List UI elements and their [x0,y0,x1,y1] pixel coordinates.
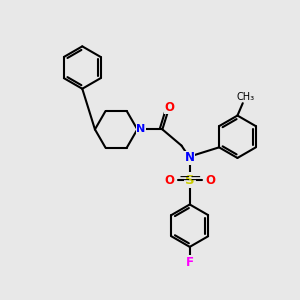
Text: O: O [164,173,174,187]
Text: N: N [136,124,146,134]
Text: =: = [190,173,201,187]
Text: CH₃: CH₃ [237,92,255,102]
Text: O: O [164,100,174,113]
Text: O: O [205,173,215,187]
Text: F: F [186,256,194,269]
Text: N: N [185,152,195,164]
Text: =: = [178,173,190,187]
Text: S: S [185,173,195,187]
